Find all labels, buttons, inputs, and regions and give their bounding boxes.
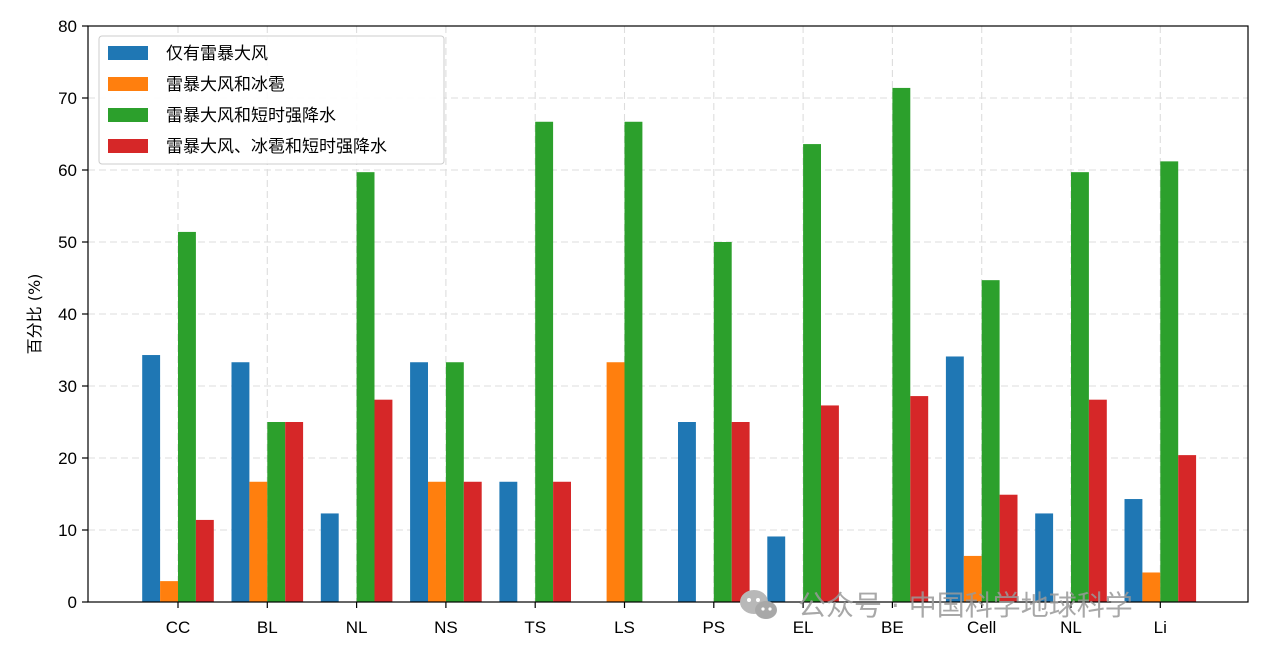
x-tick-label: CC bbox=[166, 618, 191, 637]
legend-label: 仅有雷暴大风 bbox=[166, 44, 268, 64]
x-tick-label: NL bbox=[346, 618, 368, 637]
bar-3-8 bbox=[910, 396, 929, 602]
x-tick-label: EL bbox=[793, 618, 814, 637]
x-tick-label: LS bbox=[614, 618, 635, 637]
x-tick-label: TS bbox=[524, 618, 546, 637]
legend-swatch bbox=[108, 46, 148, 60]
bar-1-5 bbox=[606, 362, 625, 602]
bar-0-9 bbox=[945, 356, 964, 602]
x-tick-label: NL bbox=[1060, 618, 1082, 637]
y-tick-label: 80 bbox=[58, 17, 77, 36]
bar-3-4 bbox=[553, 481, 571, 602]
x-tick-label: BE bbox=[881, 618, 904, 637]
bar-2-5 bbox=[624, 121, 643, 602]
bar-2-8 bbox=[892, 87, 911, 603]
y-tick-label: 20 bbox=[58, 449, 77, 468]
x-tick-label: BL bbox=[257, 618, 278, 637]
x-tick-label: PS bbox=[702, 618, 725, 637]
bar-0-2 bbox=[320, 513, 339, 602]
bar-1-3 bbox=[428, 481, 446, 602]
legend-swatch bbox=[108, 77, 148, 91]
bar-0-4 bbox=[499, 481, 518, 602]
y-tick-label: 40 bbox=[58, 305, 77, 324]
y-tick-label: 30 bbox=[58, 377, 77, 396]
watermark: 公众号 · 中国科学地球科学 bbox=[740, 589, 1133, 622]
x-tick-label: Cell bbox=[967, 618, 996, 637]
bar-2-10 bbox=[1071, 172, 1089, 602]
bar-1-0 bbox=[160, 581, 178, 602]
bar-0-3 bbox=[410, 362, 428, 602]
y-axis: 0 10 20 30 40 50 60 70 80 bbox=[58, 17, 88, 612]
y-axis-label: 百分比 (%) bbox=[25, 274, 44, 355]
bar-3-3 bbox=[463, 481, 482, 602]
bar-2-2 bbox=[356, 172, 375, 602]
bar-1-11 bbox=[1142, 572, 1161, 602]
bar-2-0 bbox=[178, 231, 196, 603]
legend-box bbox=[98, 35, 445, 165]
bar-2-1 bbox=[267, 422, 286, 602]
bar-3-2 bbox=[374, 399, 393, 602]
bar-0-1 bbox=[231, 362, 250, 602]
legend-swatch bbox=[108, 139, 148, 153]
wechat-icon bbox=[740, 590, 777, 619]
bar-2-3 bbox=[445, 362, 464, 602]
bar-1-9 bbox=[963, 555, 982, 602]
x-axis: CC BL NL NS TS LS PS EL BE Cell NL Li bbox=[166, 602, 1167, 637]
bar-3-1 bbox=[285, 422, 304, 602]
y-tick-label: 0 bbox=[68, 593, 77, 612]
bar-0-11 bbox=[1124, 499, 1143, 602]
legend-label: 雷暴大风和冰雹 bbox=[166, 75, 285, 95]
legend-label: 雷暴大风、冰雹和短时强降水 bbox=[166, 137, 387, 157]
x-tick-label: Li bbox=[1154, 618, 1167, 637]
bar-2-7 bbox=[803, 144, 821, 602]
bar-3-7 bbox=[821, 405, 839, 602]
legend-swatch bbox=[108, 108, 148, 122]
bar-2-11 bbox=[1160, 161, 1179, 603]
y-tick-label: 50 bbox=[58, 233, 77, 252]
bar-3-10 bbox=[1088, 399, 1107, 602]
legend-label: 雷暴大风和短时强降水 bbox=[166, 106, 336, 126]
bar-0-10 bbox=[1035, 513, 1054, 602]
bar-0-6 bbox=[678, 422, 696, 602]
bar-3-11 bbox=[1178, 455, 1197, 602]
bar-3-9 bbox=[999, 494, 1018, 602]
bars bbox=[142, 87, 1197, 603]
y-tick-label: 60 bbox=[58, 161, 77, 180]
y-tick-label: 10 bbox=[58, 521, 77, 540]
bar-0-7 bbox=[767, 536, 786, 602]
bar-3-0 bbox=[195, 519, 214, 602]
bar-2-9 bbox=[981, 280, 1000, 602]
watermark-text: 公众号 · 中国科学地球科学 bbox=[798, 589, 1133, 622]
bar-2-6 bbox=[713, 242, 732, 602]
bar-0-0 bbox=[142, 355, 161, 602]
x-tick-label: NS bbox=[434, 618, 458, 637]
bar-3-6 bbox=[731, 422, 750, 602]
bar-1-1 bbox=[249, 481, 268, 602]
bar-2-4 bbox=[535, 121, 554, 602]
y-tick-label: 70 bbox=[58, 89, 77, 108]
